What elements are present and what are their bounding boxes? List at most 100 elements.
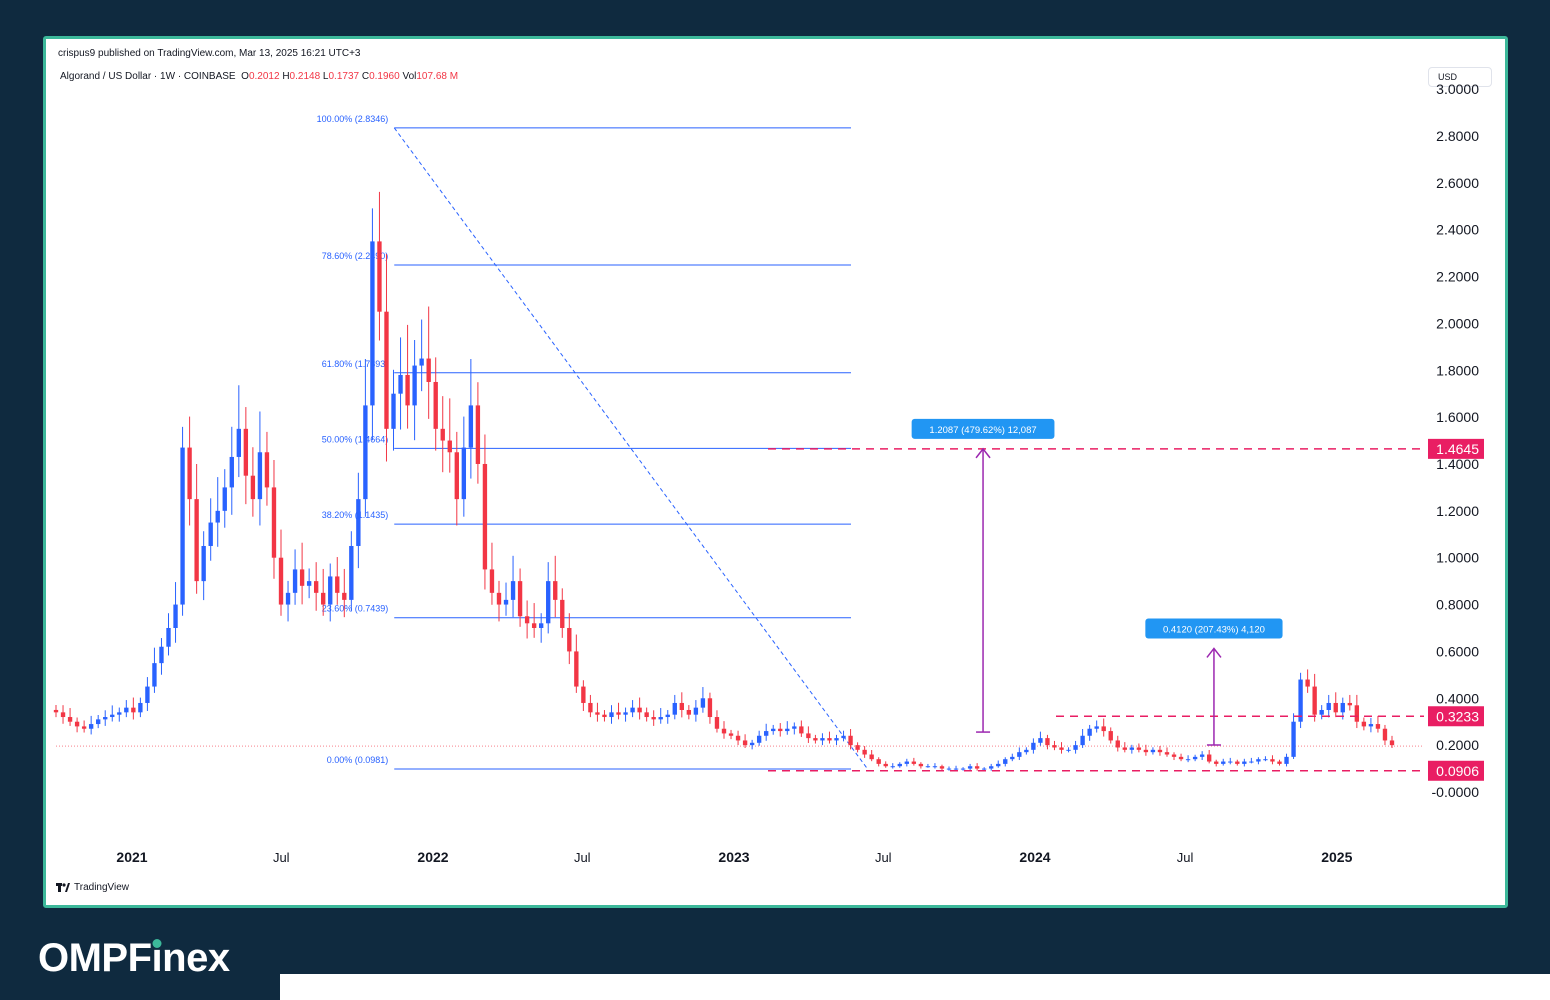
candle-body[interactable] xyxy=(1171,754,1177,757)
candle-body[interactable] xyxy=(243,428,249,476)
candle-body[interactable] xyxy=(672,702,677,715)
candle-body[interactable] xyxy=(510,581,516,600)
candle-body[interactable] xyxy=(707,698,713,718)
candle-body[interactable] xyxy=(1073,745,1078,750)
candle-body[interactable] xyxy=(419,358,424,366)
candle-body[interactable] xyxy=(1031,742,1036,750)
candle-body[interactable] xyxy=(201,545,206,582)
candle-body[interactable] xyxy=(461,447,467,500)
candle-body[interactable] xyxy=(250,475,256,500)
candle-body[interactable] xyxy=(1150,749,1156,753)
candle-body[interactable] xyxy=(623,712,628,715)
candle-body[interactable] xyxy=(475,405,481,464)
candle-body[interactable] xyxy=(440,428,445,441)
candle-body[interactable] xyxy=(363,405,368,500)
candle-body[interactable] xyxy=(53,709,59,713)
candle-body[interactable] xyxy=(1347,702,1352,706)
candle-body[interactable] xyxy=(799,726,804,734)
candle-body[interactable] xyxy=(74,721,80,727)
candle-body[interactable] xyxy=(1256,759,1261,762)
candle-body[interactable] xyxy=(426,358,431,382)
candle-body[interactable] xyxy=(960,768,966,770)
candle-body[interactable] xyxy=(778,728,783,732)
candle-body[interactable] xyxy=(517,581,523,617)
candle-body[interactable] xyxy=(1312,686,1317,715)
candle-body[interactable] xyxy=(1003,759,1008,764)
candle-body[interactable] xyxy=(433,381,438,429)
candle-body[interactable] xyxy=(1115,740,1120,748)
candle-body[interactable] xyxy=(1010,756,1015,760)
price-chart[interactable]: 100.00% (2.8346) 78.60% (2.2490) 61.80% (1… xyxy=(46,39,1505,905)
candle-body[interactable] xyxy=(1263,759,1268,761)
candle-body[interactable] xyxy=(834,738,839,741)
candle-body[interactable] xyxy=(103,717,108,720)
candle-body[interactable] xyxy=(1045,738,1050,746)
candle-body[interactable] xyxy=(124,707,129,713)
candle-body[interactable] xyxy=(1333,702,1338,713)
candle-body[interactable] xyxy=(208,522,213,546)
candle-body[interactable] xyxy=(1389,740,1395,746)
candle-body[interactable] xyxy=(1368,724,1374,727)
candle-body[interactable] xyxy=(1052,745,1057,748)
candle-body[interactable] xyxy=(1087,728,1092,736)
candle-body[interactable] xyxy=(574,651,579,687)
candle-body[interactable] xyxy=(616,712,621,715)
candle-body[interactable] xyxy=(1059,747,1064,750)
candle-body[interactable] xyxy=(855,745,860,750)
candle-body[interactable] xyxy=(496,592,502,605)
candle-body[interactable] xyxy=(1214,761,1219,764)
candle-body[interactable] xyxy=(1319,709,1324,715)
candle-body[interactable] xyxy=(792,726,797,729)
candle-body[interactable] xyxy=(1185,759,1191,761)
candle-body[interactable] xyxy=(67,717,73,722)
candle-body[interactable] xyxy=(1017,752,1022,757)
candle-body[interactable] xyxy=(862,749,867,755)
candle-body[interactable] xyxy=(932,766,938,768)
candle-body[interactable] xyxy=(328,576,333,605)
candle-body[interactable] xyxy=(1129,747,1135,750)
candle-body[interactable] xyxy=(524,616,530,624)
candle-body[interactable] xyxy=(166,627,171,647)
candle-body[interactable] xyxy=(236,428,242,457)
candle-body[interactable] xyxy=(679,702,684,710)
candle-body[interactable] xyxy=(1298,679,1303,722)
candle-body[interactable] xyxy=(1340,702,1345,713)
candle-body[interactable] xyxy=(1361,721,1367,727)
candle-body[interactable] xyxy=(897,763,902,767)
candle-body[interactable] xyxy=(658,717,663,720)
candle-body[interactable] xyxy=(152,663,157,687)
candle-body[interactable] xyxy=(1101,726,1106,732)
candle-body[interactable] xyxy=(1192,756,1198,760)
candle-body[interactable] xyxy=(60,712,66,718)
candle-body[interactable] xyxy=(1199,754,1205,757)
candle-body[interactable] xyxy=(377,241,382,312)
candle-body[interactable] xyxy=(806,733,811,739)
candle-body[interactable] xyxy=(489,569,495,593)
candle-body[interactable] xyxy=(370,241,375,406)
candle-body[interactable] xyxy=(1094,726,1099,729)
currency-selector[interactable]: USD xyxy=(1428,67,1492,87)
candle-body[interactable] xyxy=(728,733,734,736)
candle-body[interactable] xyxy=(749,742,755,746)
candle-body[interactable] xyxy=(1157,749,1163,753)
candle-body[interactable] xyxy=(876,759,881,764)
candle-body[interactable] xyxy=(560,599,565,628)
candle-body[interactable] xyxy=(735,735,741,741)
candle-body[interactable] xyxy=(468,405,474,448)
candle-body[interactable] xyxy=(538,623,544,628)
candle-body[interactable] xyxy=(813,738,818,741)
candle-body[interactable] xyxy=(925,766,931,768)
candle-body[interactable] xyxy=(841,735,846,739)
candle-body[interactable] xyxy=(278,557,284,605)
candle-body[interactable] xyxy=(88,724,94,729)
candle-body[interactable] xyxy=(398,374,403,394)
candle-body[interactable] xyxy=(974,766,980,769)
candle-body[interactable] xyxy=(335,576,340,593)
candle-body[interactable] xyxy=(981,768,987,770)
candle-body[interactable] xyxy=(1242,761,1247,764)
candle-body[interactable] xyxy=(215,510,220,523)
candle-body[interactable] xyxy=(1228,761,1233,763)
candle-body[interactable] xyxy=(953,768,959,770)
candle-body[interactable] xyxy=(686,709,692,715)
candle-body[interactable] xyxy=(384,311,389,429)
